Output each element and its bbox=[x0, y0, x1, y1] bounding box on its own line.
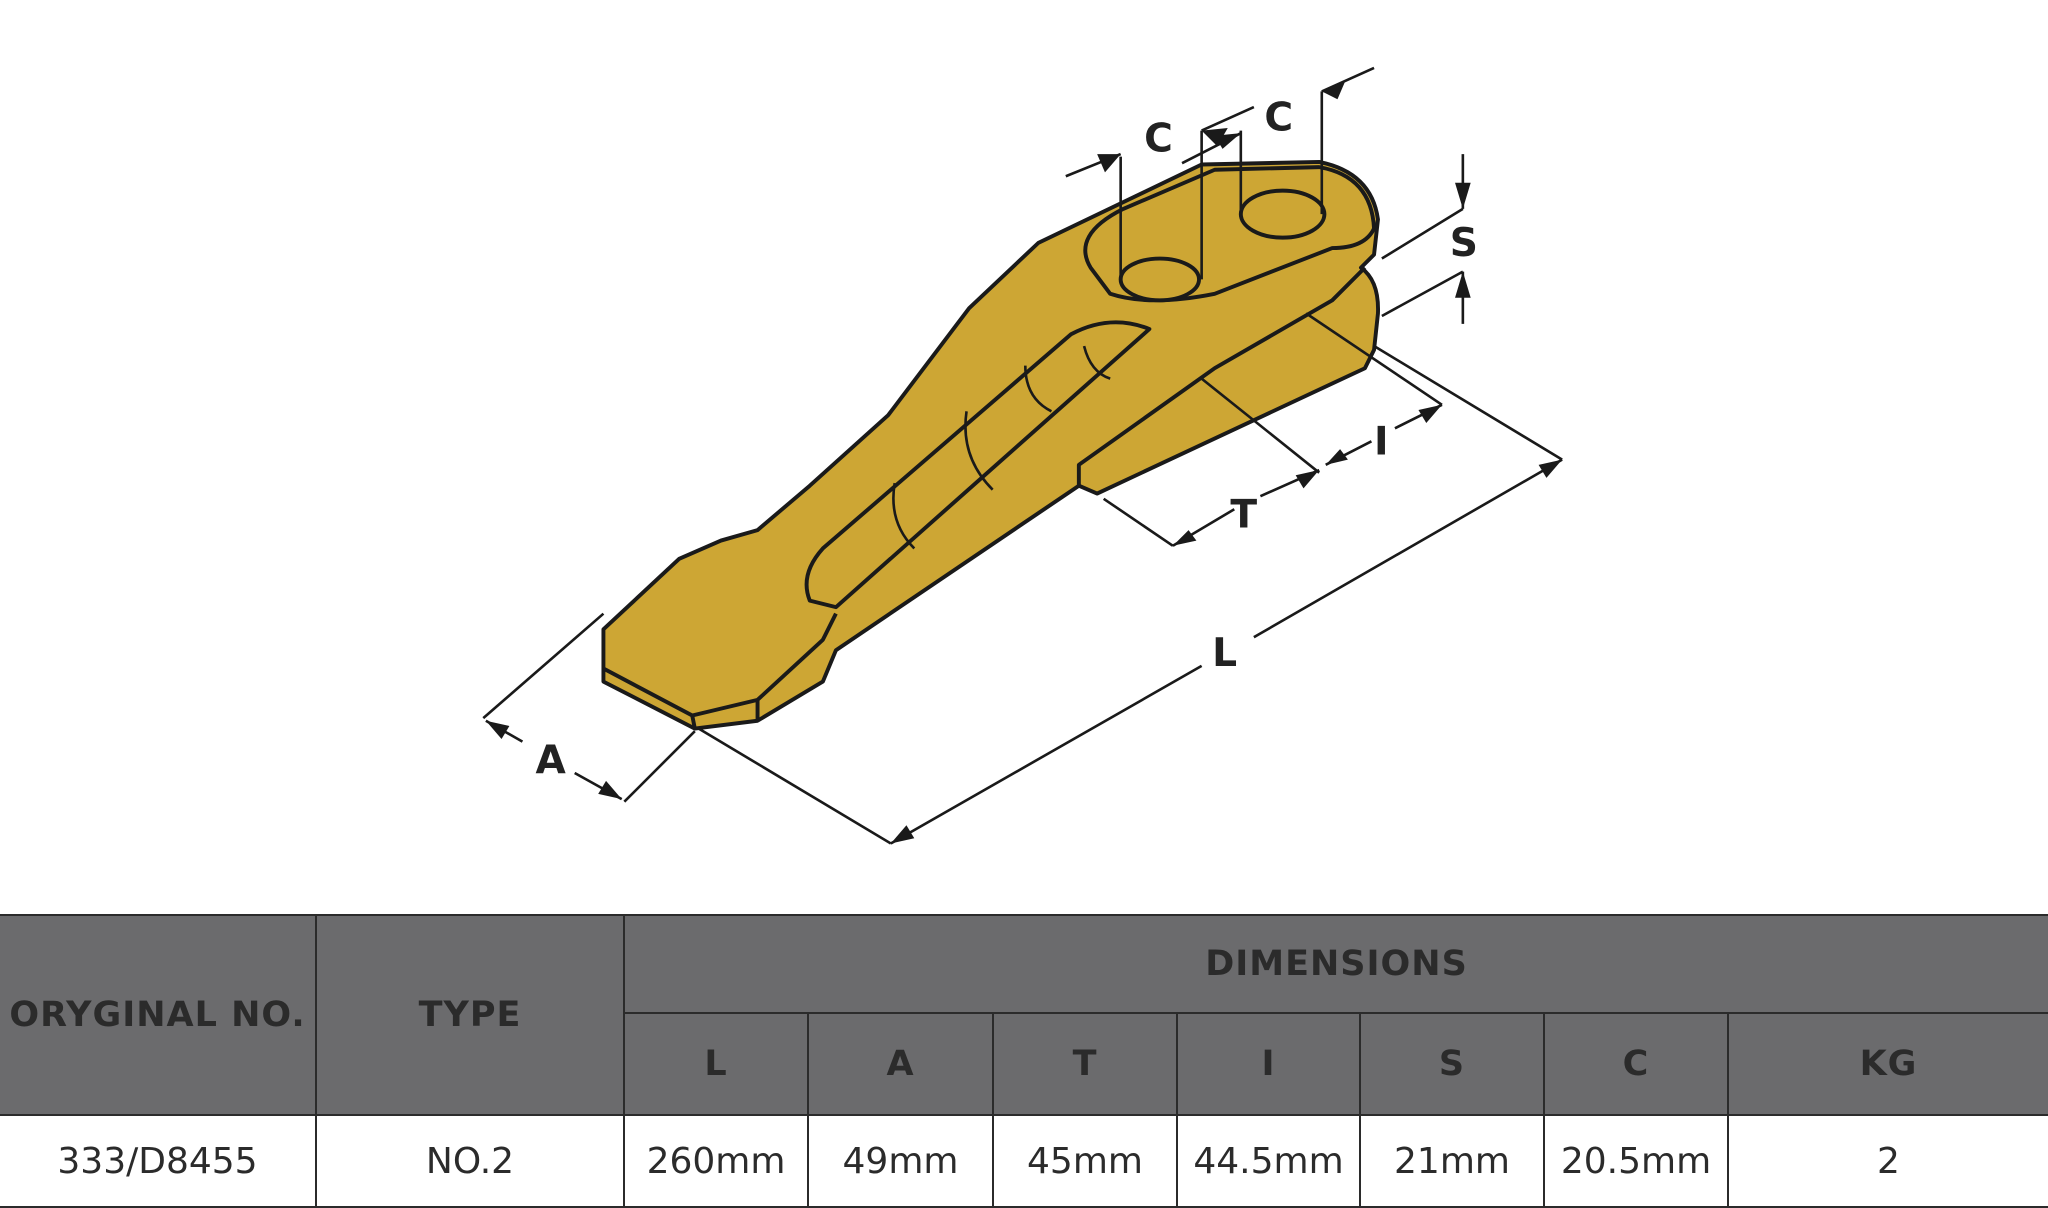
cell-original-no: 333/D8455 bbox=[0, 1114, 317, 1208]
table-row: 333/D8455 NO.2 260mm 49mm 45mm 44.5mm 21… bbox=[0, 1114, 2048, 1208]
tooth-side-groove bbox=[1076, 266, 1367, 486]
label-c-rear: C bbox=[1264, 96, 1293, 141]
label-l: L bbox=[1212, 631, 1237, 676]
label-t: T bbox=[1230, 493, 1257, 538]
header-t: T bbox=[992, 1012, 1178, 1116]
cell-type: NO.2 bbox=[315, 1114, 625, 1208]
pin-hole-front bbox=[1118, 256, 1201, 303]
header-type: TYPE bbox=[315, 914, 625, 1116]
header-c: C bbox=[1543, 1012, 1729, 1116]
cell-a: 49mm bbox=[807, 1114, 994, 1208]
dimension-arrowheads bbox=[485, 80, 1563, 844]
pin-hole-rear bbox=[1238, 188, 1327, 240]
dimensions-table: ORYGINAL NO. TYPE DIMENSIONS L A T I S C… bbox=[0, 914, 2048, 1208]
label-c-front: C bbox=[1144, 116, 1173, 161]
bucket-tooth-adapter-diagram: C C S I T L A bbox=[482, 66, 1563, 845]
header-original-no: ORYGINAL NO. bbox=[0, 914, 317, 1116]
header-l: L bbox=[623, 1012, 809, 1116]
cell-s: 21mm bbox=[1359, 1114, 1545, 1208]
header-a: A bbox=[807, 1012, 994, 1116]
header-kg: KG bbox=[1727, 1012, 2048, 1116]
header-s: S bbox=[1359, 1012, 1545, 1116]
cell-kg: 2 bbox=[1727, 1114, 2048, 1208]
header-i: I bbox=[1176, 1012, 1361, 1116]
tooth-ribs-lines bbox=[892, 345, 1111, 550]
tooth-tip-edge bbox=[690, 699, 760, 729]
cell-i: 44.5mm bbox=[1176, 1114, 1361, 1208]
label-s: S bbox=[1450, 221, 1478, 266]
cell-c: 20.5mm bbox=[1543, 1114, 1729, 1208]
tooth-rib bbox=[804, 320, 1152, 610]
header-dimensions: DIMENSIONS bbox=[623, 914, 2048, 1014]
cell-t: 45mm bbox=[992, 1114, 1178, 1208]
label-a: A bbox=[536, 738, 567, 783]
label-i: I bbox=[1374, 419, 1389, 464]
cell-l: 260mm bbox=[623, 1114, 809, 1208]
